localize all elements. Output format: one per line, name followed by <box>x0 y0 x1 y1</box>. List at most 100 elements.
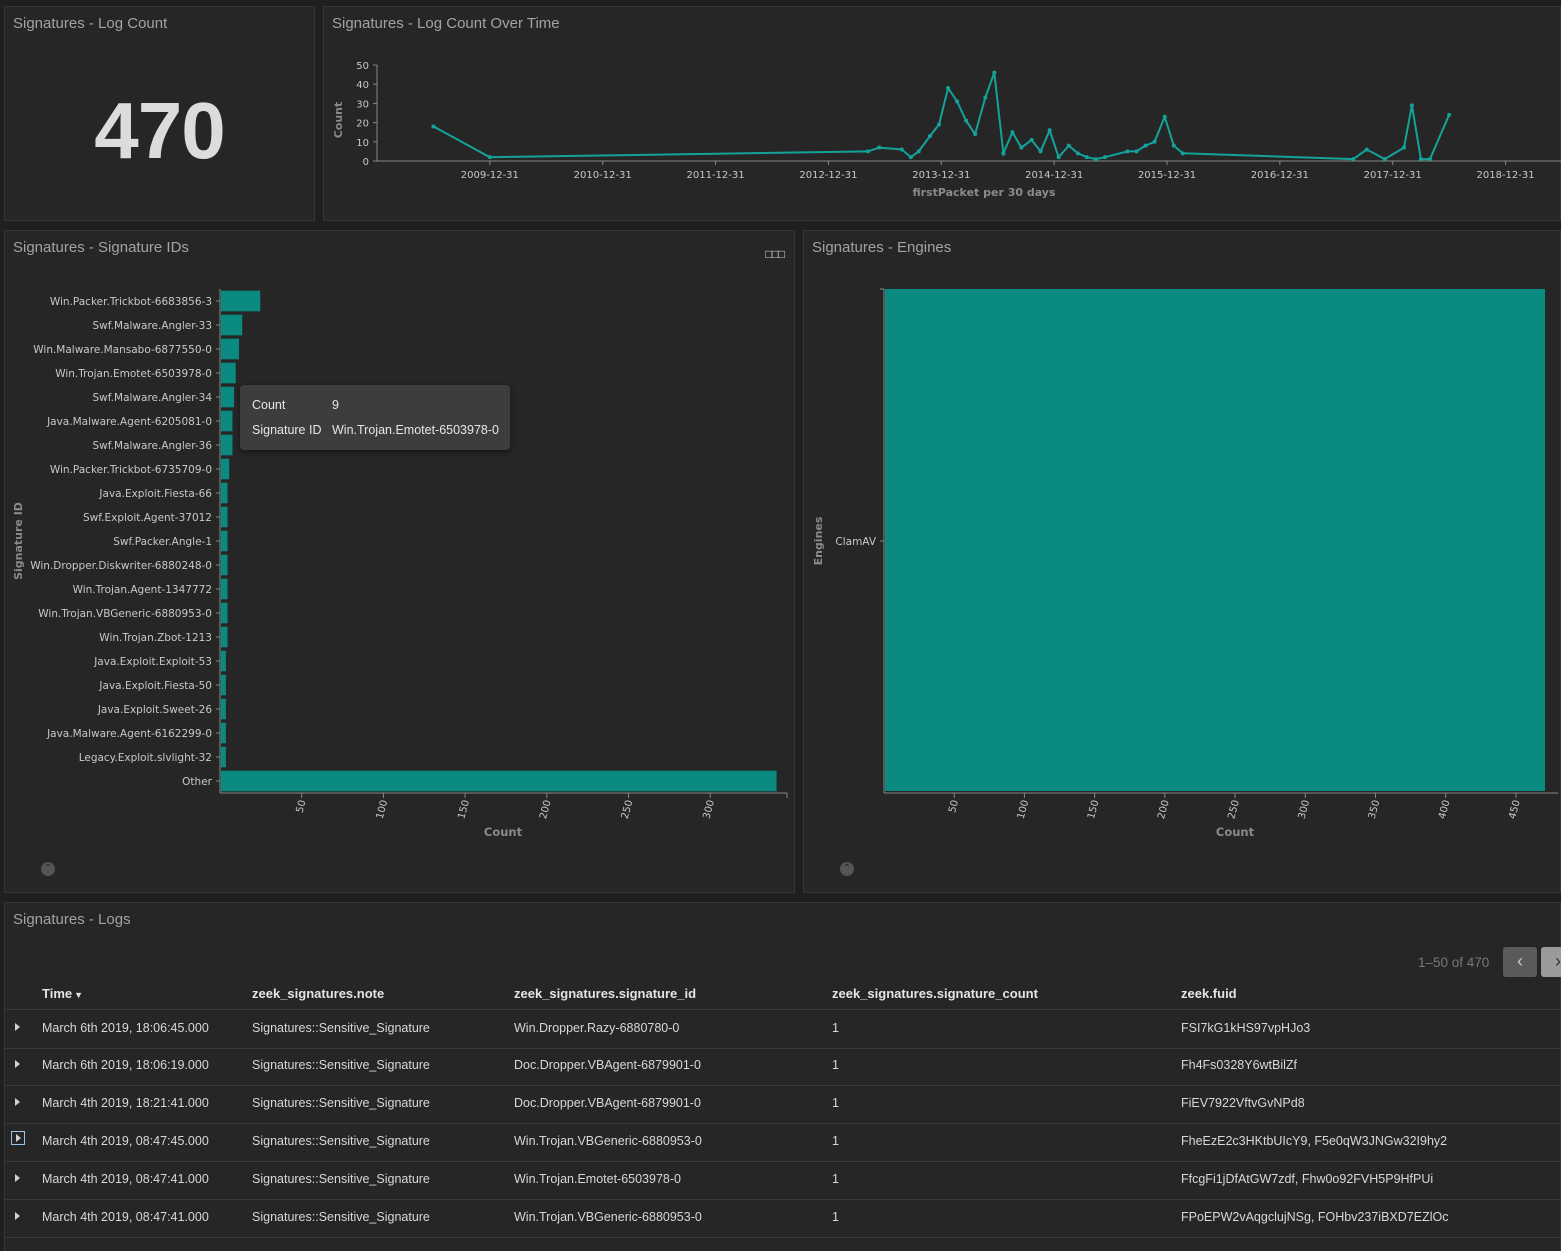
data-point[interactable] <box>1047 128 1052 133</box>
data-point[interactable] <box>431 124 436 129</box>
data-point[interactable] <box>1171 143 1176 148</box>
data-point[interactable] <box>899 147 904 152</box>
data-point[interactable] <box>992 70 997 75</box>
bar[interactable] <box>221 770 777 792</box>
column-header-note[interactable]: zeek_signatures.note <box>252 986 385 1001</box>
bar[interactable] <box>221 290 261 312</box>
bar[interactable] <box>885 289 1545 791</box>
bar[interactable] <box>221 722 226 744</box>
data-point[interactable] <box>946 86 951 91</box>
table-row[interactable]: March 4th 2019, 08:47:41.000 Signatures::… <box>5 1161 1561 1200</box>
data-point[interactable] <box>1364 147 1369 152</box>
expand-row-icon[interactable] <box>15 1212 20 1220</box>
table-row[interactable]: March 4th 2019, 18:21:41.000 Signatures::… <box>5 1085 1561 1124</box>
expand-row-icon[interactable] <box>11 1131 25 1145</box>
data-point[interactable] <box>1351 157 1356 162</box>
data-point[interactable] <box>1084 155 1089 160</box>
expand-row-icon[interactable] <box>15 1174 20 1182</box>
data-point[interactable] <box>1409 103 1414 108</box>
data-point[interactable] <box>1029 137 1034 142</box>
data-point[interactable] <box>964 118 969 123</box>
expand-row-icon[interactable] <box>15 1098 20 1106</box>
x-tick-label: 200 <box>538 799 554 820</box>
table-row[interactable]: March 4th 2019, 08:47:41.000 Signatures::… <box>5 1199 1561 1238</box>
bar[interactable] <box>221 626 228 648</box>
bar[interactable] <box>221 554 228 576</box>
bar[interactable] <box>221 386 235 408</box>
data-point[interactable] <box>877 145 882 150</box>
x-tick-label: 350 <box>1367 799 1383 820</box>
data-point[interactable] <box>1162 114 1167 119</box>
data-point[interactable] <box>937 122 942 127</box>
bar[interactable] <box>221 410 233 432</box>
data-point[interactable] <box>487 155 492 160</box>
chevron-right-icon[interactable]: › <box>1541 947 1561 977</box>
data-point[interactable] <box>1001 151 1006 156</box>
tooltip-signature-label: Signature ID <box>252 423 322 437</box>
bar[interactable] <box>221 530 228 552</box>
bar[interactable] <box>221 482 228 504</box>
column-header-time[interactable]: Time ▼ <box>42 986 83 1001</box>
data-point[interactable] <box>1010 130 1015 135</box>
bar[interactable] <box>221 362 236 384</box>
data-point[interactable] <box>865 149 870 154</box>
chevron-up-icon[interactable]: ⌃ <box>41 862 55 876</box>
data-point[interactable] <box>973 132 978 137</box>
bar[interactable] <box>221 434 233 456</box>
expand-row-icon[interactable] <box>15 1060 20 1068</box>
data-point[interactable] <box>916 149 921 154</box>
bar[interactable] <box>221 458 230 480</box>
cell-fuid: FheEzE2c3HKtbUIcY9, F5e0qW3JNGw32I9hy2 <box>1181 1134 1448 1148</box>
data-point[interactable] <box>1125 149 1130 154</box>
y-tick-label: Win.Dropper.Diskwriter-6880248-0 <box>30 560 212 572</box>
data-point[interactable] <box>1038 149 1043 154</box>
table-row[interactable]: March 4th 2019, 08:47:45.000 Signatures::… <box>5 1123 1561 1162</box>
cell-time: March 4th 2019, 08:47:41.000 <box>42 1172 209 1186</box>
bar[interactable] <box>221 674 226 696</box>
table-row[interactable]: March 6th 2019, 18:06:45.000 Signatures::… <box>5 1009 1561 1049</box>
data-point[interactable] <box>1056 155 1061 160</box>
signature-ids-chart[interactable]: Signature ID Count Win.Packer.Trickbot-6… <box>5 231 796 894</box>
data-point[interactable] <box>1102 155 1107 160</box>
column-header-signature-count[interactable]: zeek_signatures.signature_count <box>832 986 1038 1001</box>
line-chart[interactable]: Count firstPacket per 30 days 0 10 20 30 40 5… <box>324 7 1561 222</box>
expand-row-icon[interactable] <box>15 1023 20 1031</box>
bar[interactable] <box>221 650 226 672</box>
data-point[interactable] <box>1180 151 1185 156</box>
y-tick-label: Win.Trojan.Zbot-1213 <box>99 632 212 644</box>
chevron-left-icon[interactable]: ‹ <box>1503 947 1537 977</box>
y-axis-label: Count <box>332 102 345 139</box>
chevron-up-icon[interactable]: ⌃ <box>840 862 854 876</box>
cell-fuid: FiEV7922VftvGvNPd8 <box>1181 1096 1305 1110</box>
data-point[interactable] <box>1075 151 1080 156</box>
engines-chart[interactable]: Engines Count ClamAV 50 100 150 200 250 300 350… <box>804 231 1561 894</box>
bar[interactable] <box>221 746 226 768</box>
data-point[interactable] <box>1143 143 1148 148</box>
column-header-signature-id[interactable]: zeek_signatures.signature_id <box>514 986 697 1001</box>
data-point[interactable] <box>1382 157 1387 162</box>
sort-down-icon[interactable]: ▼ <box>74 990 84 1000</box>
column-header-fuid[interactable]: zeek.fuid <box>1181 986 1237 1001</box>
bar[interactable] <box>221 314 243 336</box>
data-point[interactable] <box>1402 145 1406 150</box>
data-point[interactable] <box>983 95 988 100</box>
data-point[interactable] <box>1427 157 1432 162</box>
data-point[interactable] <box>1134 149 1139 154</box>
data-point[interactable] <box>955 99 960 104</box>
ellipsis-icon[interactable]: □□□ <box>765 247 785 261</box>
data-point[interactable] <box>1019 145 1024 150</box>
data-point[interactable] <box>1152 139 1157 144</box>
bar[interactable] <box>221 506 228 528</box>
x-tick-label: 50 <box>947 799 961 814</box>
data-point[interactable] <box>908 155 913 160</box>
bar[interactable] <box>221 578 228 600</box>
data-point[interactable] <box>1093 157 1098 162</box>
table-row[interactable]: March 6th 2019, 18:06:19.000 Signatures::… <box>5 1047 1561 1086</box>
data-point[interactable] <box>928 134 932 139</box>
bar[interactable] <box>221 338 239 360</box>
data-point[interactable] <box>1447 112 1452 117</box>
bar[interactable] <box>221 602 228 624</box>
bar[interactable] <box>221 698 226 720</box>
data-point[interactable] <box>1066 143 1071 148</box>
data-point[interactable] <box>1418 157 1423 162</box>
